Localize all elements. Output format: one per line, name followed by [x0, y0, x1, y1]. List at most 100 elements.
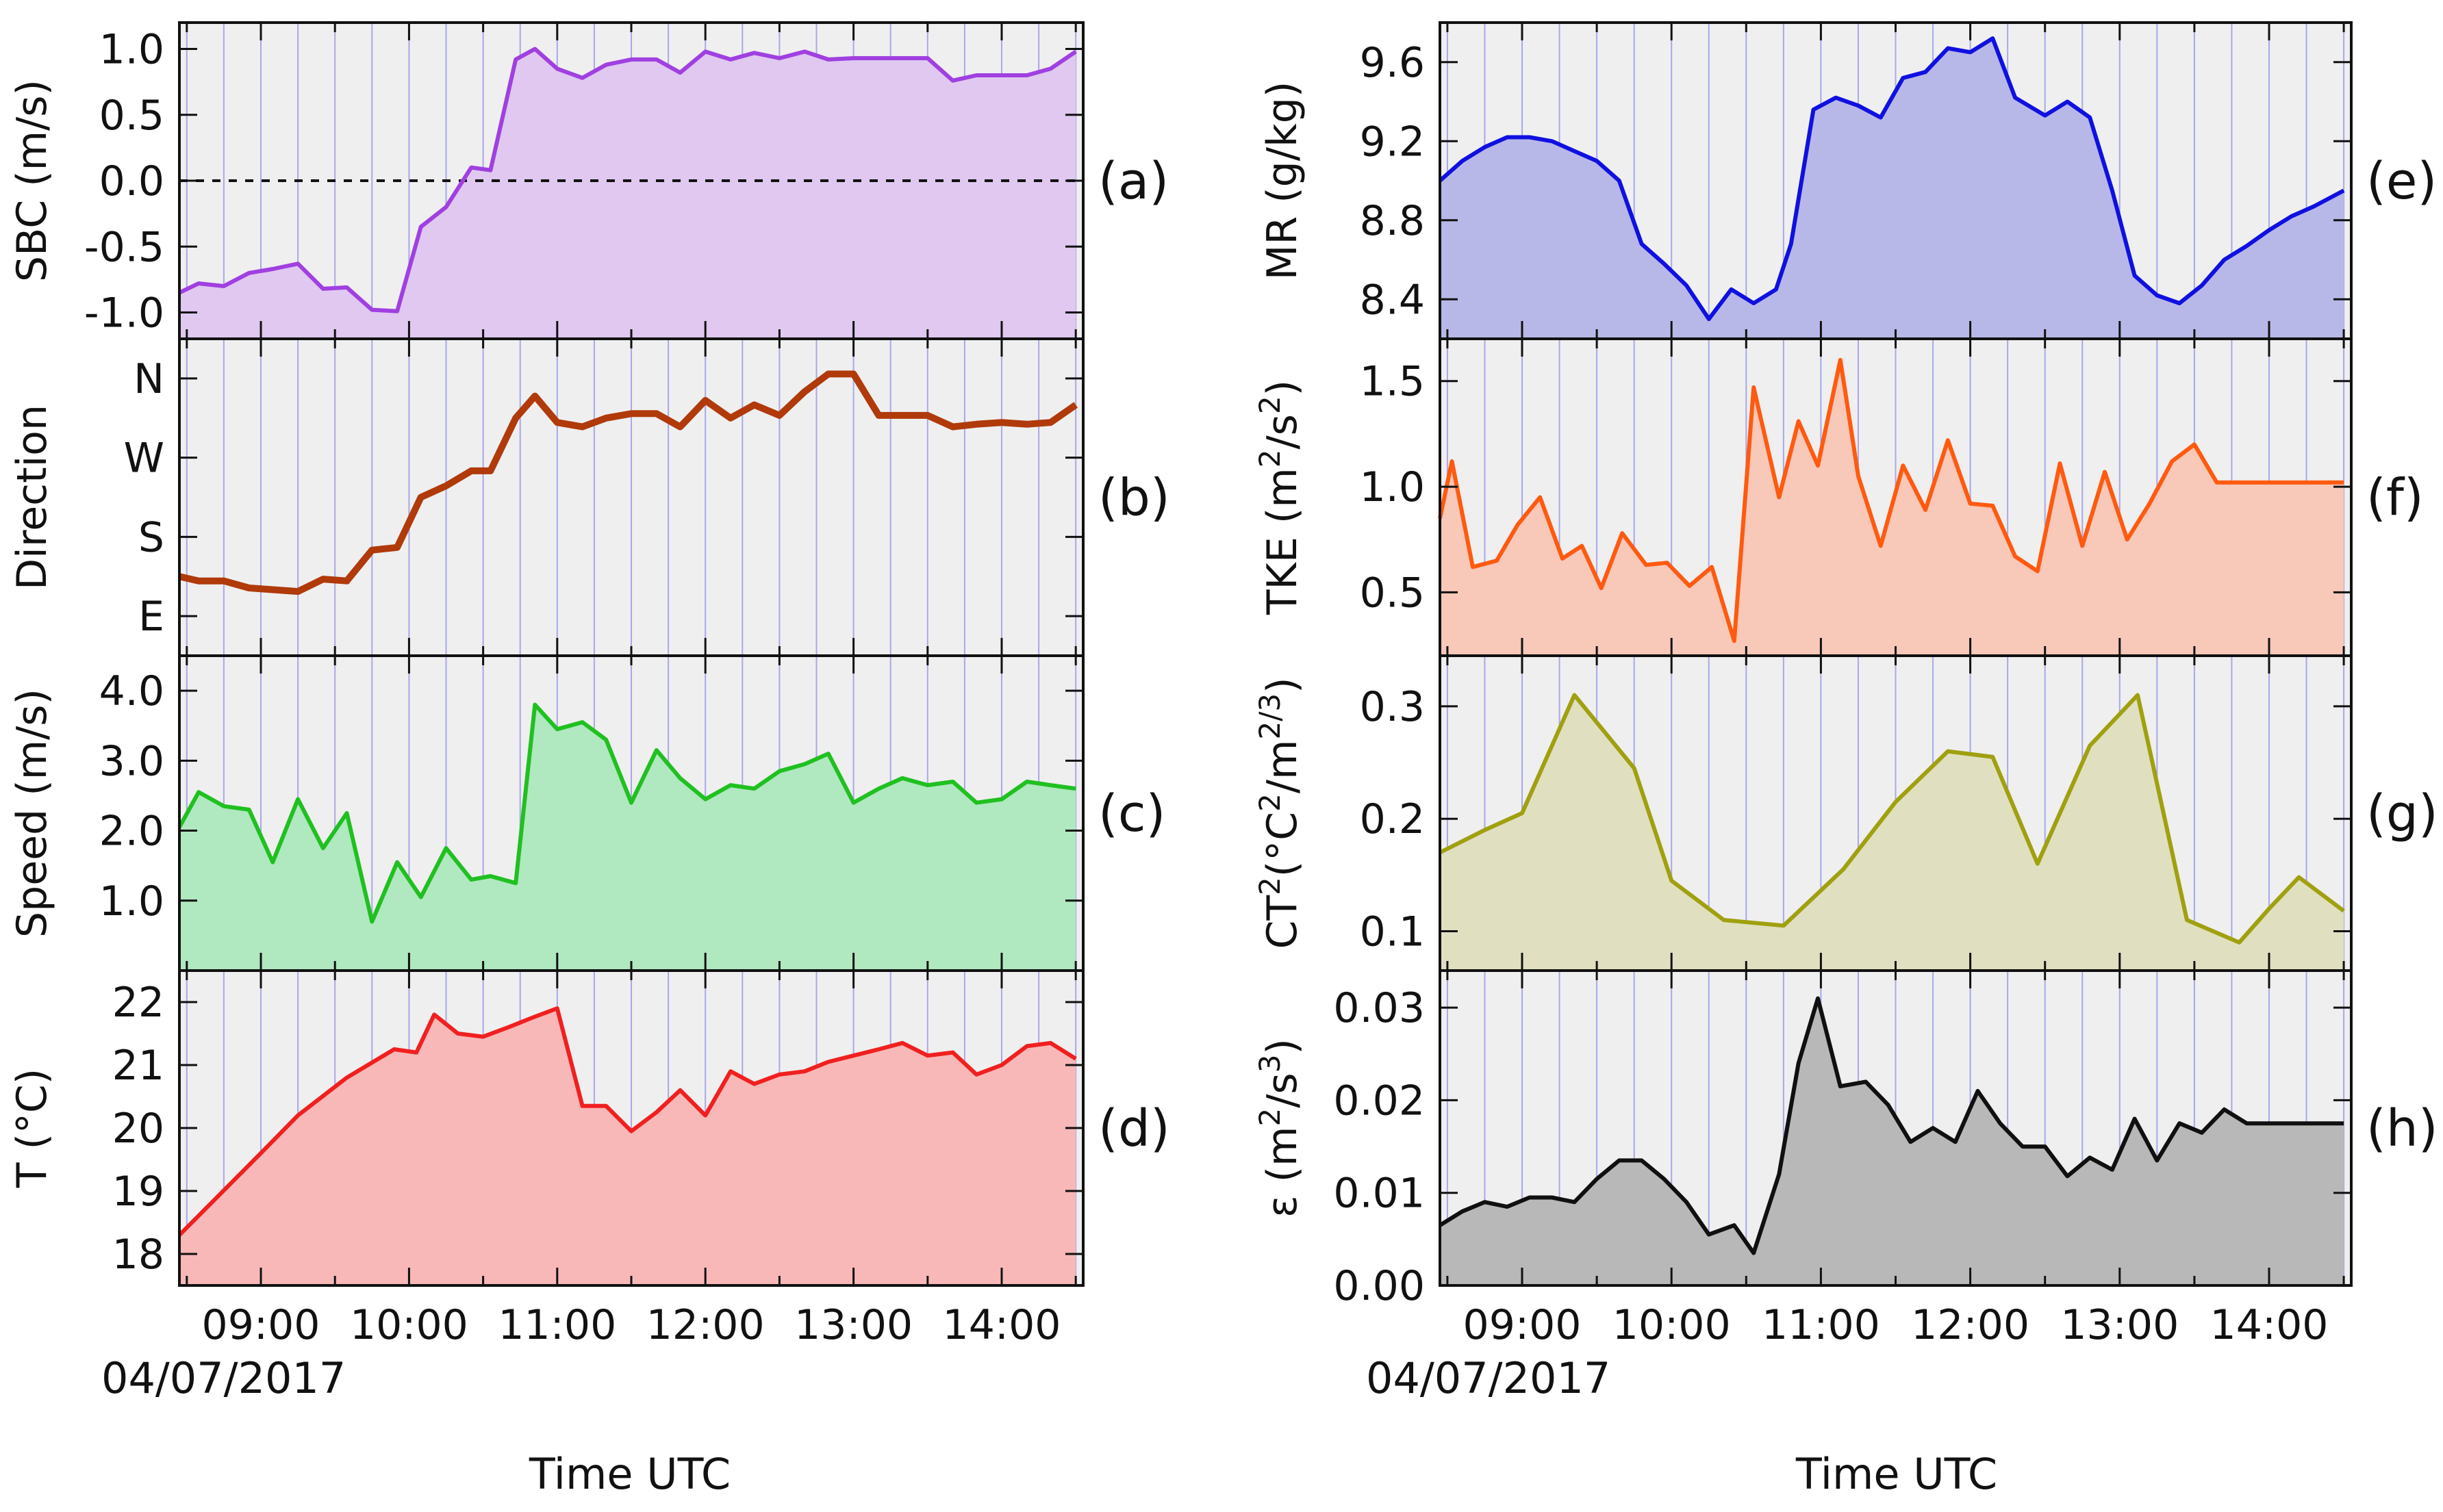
panel-d: 22 21 20 19 18 T (°C) (d) 09:00 10:00 11:00 12:00 1…: [8, 969, 1170, 1349]
y-tick-label: 1.0: [99, 877, 164, 925]
y-tick-label: E: [138, 593, 164, 641]
superscript: 2: [1253, 793, 1287, 812]
y-tick-label: 0.3: [1360, 683, 1425, 731]
y-tick-label: 4.0: [99, 667, 164, 715]
x-tick-label: 14:00: [943, 1301, 1061, 1349]
x-tick-label: 10:00: [350, 1301, 468, 1349]
superscript: 2: [1253, 396, 1287, 414]
y-tick-label: 19: [112, 1168, 164, 1216]
x-tick-label: 13:00: [2060, 1301, 2179, 1349]
y-tick-label: 1.5: [1360, 358, 1425, 406]
y-axis-title: TKE (m2/s2): [1253, 380, 1307, 615]
x-tick-label: 12:00: [646, 1301, 765, 1349]
series-line: [178, 47, 1077, 313]
y-axis-title: ε (m2/s3): [1253, 1038, 1307, 1218]
y-tick-label: 0.5: [1360, 569, 1425, 617]
axis-title-text: /m: [1258, 740, 1306, 794]
y-tick-label: 18: [112, 1231, 164, 1279]
y-tick-label: -0.5: [84, 223, 164, 271]
panel-a: 1.0 0.5 0.0 -0.5 -1.0 SBC (m/s) (a): [8, 21, 1169, 340]
x-tick-label: 14:00: [2210, 1301, 2329, 1349]
y-tick-label: N: [134, 355, 164, 403]
axis-title-text: ): [1258, 380, 1306, 396]
series-line: [178, 370, 1078, 595]
y-tick-label: 20: [112, 1105, 164, 1153]
panel-label: (f): [2366, 469, 2424, 528]
y-tick-label: 0.5: [99, 92, 164, 140]
y-tick-label: 21: [112, 1042, 164, 1090]
series-line: [177, 702, 1076, 924]
x-tick-label: 09:00: [1463, 1301, 1582, 1349]
y-tick-label: 1.0: [1360, 463, 1425, 511]
x-axis-title-left: Time UTC: [529, 1449, 731, 1499]
panel-label: (a): [1098, 152, 1169, 211]
x-tick-label: 12:00: [1911, 1301, 2029, 1349]
panel-label: (g): [2366, 784, 2438, 843]
series-area: [1440, 998, 2344, 1285]
y-tick-label: 8.8: [1360, 197, 1425, 245]
series-area: [179, 1008, 1076, 1285]
axis-title-text: ε (m: [1258, 1127, 1306, 1218]
series-area: [179, 49, 1076, 339]
x-tick-label: 11:00: [498, 1301, 616, 1349]
y-tick-label: 0.03: [1333, 984, 1425, 1032]
panel-label: (c): [1098, 784, 1165, 843]
axis-title-text: TKE (m: [1258, 467, 1306, 615]
axis-title-text: (°C: [1258, 812, 1306, 877]
panel-c: 4.0 3.0 2.0 1.0 Speed (m/s) (c): [8, 654, 1165, 972]
y-tick-label: W: [124, 435, 164, 483]
panel-h: 0.03 0.02 0.01 0.00 ε (m2/s3) (h) 09:00 10:00 11…: [1253, 969, 2438, 1349]
y-tick-label: 22: [112, 979, 164, 1027]
y-tick-label: 0.02: [1333, 1077, 1425, 1125]
x-axis-title-right: Time UTC: [1795, 1449, 1997, 1499]
date-label-left: 04/07/2017: [101, 1353, 346, 1403]
axis-title-text: CT: [1258, 895, 1306, 949]
y-axis-title: Direction: [8, 405, 56, 590]
axis-title-text: ): [1258, 1038, 1306, 1054]
axis-title-text: /s: [1258, 414, 1306, 449]
y-tick-label: 0.00: [1333, 1262, 1425, 1310]
y-tick-label: 3.0: [99, 737, 164, 785]
y-tick-label: 0.1: [1360, 908, 1425, 956]
y-axis-title: SBC (m/s): [8, 79, 56, 282]
y-tick-label: 0.2: [1360, 795, 1425, 843]
series-area: [1440, 38, 2344, 339]
y-axis-title: T (°C): [8, 1068, 56, 1188]
y-tick-label: 0.01: [1333, 1170, 1425, 1218]
y-axis-title: MR (g/kg): [1258, 81, 1306, 280]
series-line: [1439, 996, 2344, 1255]
y-tick-label: 0.0: [99, 157, 164, 205]
axis-title-text: ): [1258, 677, 1306, 693]
panel-label: (d): [1098, 1099, 1170, 1158]
x-tick-label: 10:00: [1612, 1301, 1731, 1349]
panel-label: (b): [1098, 469, 1170, 528]
x-tick-label: 13:00: [794, 1301, 913, 1349]
series-line: [1439, 36, 2345, 322]
panel-g: 0.3 0.2 0.1 CT2(°C2/m2/3) (g): [1253, 654, 2438, 972]
x-tick-label: 11:00: [1762, 1301, 1880, 1349]
superscript: 2: [1253, 1108, 1287, 1127]
y-tick-label: 9.6: [1360, 39, 1425, 87]
panel-label: (h): [2366, 1099, 2438, 1158]
series-line: [177, 1006, 1077, 1237]
panel-label: (e): [2366, 152, 2437, 211]
axis-title-text: /s: [1258, 1073, 1306, 1107]
y-tick-label: 1.0: [99, 26, 164, 74]
y-tick-label: 8.4: [1360, 276, 1425, 324]
superscript: 2: [1253, 877, 1287, 895]
superscript: 2: [1253, 450, 1287, 468]
date-label-right: 04/07/2017: [1366, 1353, 1610, 1403]
y-tick-label: 2.0: [99, 808, 164, 856]
y-tick-label: S: [138, 513, 164, 561]
series-line: [1438, 357, 2344, 643]
panel-e: 9.6 9.2 8.8 8.4 MR (g/kg) (e): [1258, 21, 2437, 340]
y-axis-title: Speed (m/s): [8, 689, 56, 938]
y-axis-title: CT2(°C2/m2/3): [1253, 677, 1307, 949]
x-tick-label: 09:00: [202, 1301, 320, 1349]
series-area: [179, 704, 1076, 971]
series-line: [1439, 693, 2345, 945]
